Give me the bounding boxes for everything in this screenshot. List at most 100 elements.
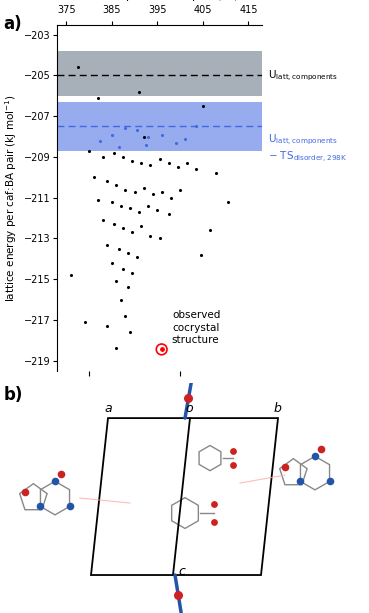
- Point: [132, 187, 138, 197]
- Point: [86, 146, 92, 156]
- Point: [297, 476, 303, 486]
- Point: [231, 460, 237, 470]
- Point: [127, 203, 133, 213]
- Point: [159, 187, 165, 197]
- Point: [138, 221, 144, 231]
- Bar: [57, 102, 262, 151]
- Point: [182, 134, 187, 143]
- Point: [123, 185, 128, 194]
- Point: [120, 223, 126, 233]
- Point: [211, 517, 217, 527]
- Text: $a$: $a$: [104, 402, 113, 415]
- Point: [118, 201, 124, 211]
- Point: [166, 158, 172, 168]
- Point: [91, 172, 97, 182]
- Point: [156, 154, 162, 164]
- Point: [184, 158, 190, 168]
- Text: $o$: $o$: [186, 402, 194, 415]
- Point: [211, 500, 217, 509]
- Point: [113, 276, 119, 286]
- Point: [282, 462, 288, 472]
- Point: [143, 140, 149, 150]
- Point: [123, 123, 128, 133]
- Bar: [57, 51, 262, 96]
- Point: [95, 93, 101, 103]
- Text: U$_{\mathrm{latt,components}}$: U$_{\mathrm{latt,components}}$: [268, 68, 338, 83]
- Point: [175, 162, 181, 172]
- Point: [104, 321, 110, 331]
- Point: [193, 121, 199, 131]
- Point: [231, 446, 237, 456]
- Point: [141, 183, 146, 192]
- Text: b): b): [4, 386, 23, 404]
- Point: [52, 476, 58, 486]
- Point: [134, 252, 140, 262]
- Text: $b$: $b$: [273, 401, 283, 415]
- Point: [58, 469, 64, 479]
- Point: [185, 393, 191, 403]
- Point: [111, 219, 117, 229]
- Point: [200, 101, 206, 111]
- Point: [159, 129, 165, 139]
- Point: [166, 209, 172, 219]
- Point: [38, 501, 44, 511]
- Point: [127, 327, 133, 337]
- Point: [115, 142, 121, 151]
- Text: a): a): [4, 15, 22, 33]
- Point: [214, 169, 220, 178]
- Point: [66, 501, 72, 511]
- Point: [115, 244, 121, 254]
- Point: [104, 240, 110, 249]
- Point: [136, 87, 142, 97]
- Point: [22, 487, 28, 497]
- Point: [177, 185, 183, 194]
- Point: [145, 132, 151, 142]
- Point: [312, 451, 318, 461]
- Point: [111, 148, 117, 158]
- Point: [141, 132, 146, 142]
- Point: [193, 164, 199, 174]
- Point: [318, 444, 324, 454]
- Point: [327, 476, 332, 486]
- Point: [225, 197, 231, 207]
- Point: [129, 156, 135, 166]
- Point: [173, 138, 179, 148]
- Point: [109, 129, 115, 139]
- Point: [104, 177, 110, 186]
- Point: [109, 197, 115, 207]
- Point: [150, 189, 156, 199]
- Point: [148, 232, 154, 242]
- Point: [138, 158, 144, 168]
- Point: [113, 181, 119, 191]
- Point: [197, 250, 203, 260]
- Text: observed
cocrystal
structure: observed cocrystal structure: [172, 310, 220, 345]
- Point: [118, 295, 124, 305]
- Text: U$_{\mathrm{latt,components}}$
$-$ TS$_{\mathrm{disorder,298K}}$: U$_{\mathrm{latt,components}}$ $-$ TS$_{…: [268, 132, 348, 165]
- Text: $c$: $c$: [178, 565, 187, 578]
- Point: [113, 343, 119, 353]
- Point: [100, 215, 106, 225]
- Point: [100, 152, 106, 162]
- Point: [123, 311, 128, 321]
- X-axis label: volume per $\bf{caf}$:$\bf{BA}$ pair (Å$^3$): volume per $\bf{caf}$:$\bf{BA}$ pair (Å$…: [81, 0, 238, 5]
- Point: [168, 192, 174, 202]
- Point: [82, 317, 87, 327]
- Point: [125, 248, 131, 257]
- Point: [125, 283, 131, 292]
- Point: [145, 201, 151, 211]
- Point: [148, 160, 154, 170]
- Point: [129, 227, 135, 237]
- Point: [134, 126, 140, 135]
- Point: [68, 270, 74, 280]
- Point: [156, 234, 162, 243]
- Point: [136, 207, 142, 217]
- Point: [109, 258, 115, 268]
- Point: [175, 590, 181, 600]
- Point: [154, 205, 160, 215]
- Point: [207, 226, 213, 235]
- Point: [129, 268, 135, 278]
- Point: [97, 135, 103, 145]
- Point: [120, 264, 126, 274]
- Point: [75, 63, 80, 72]
- Point: [95, 195, 101, 205]
